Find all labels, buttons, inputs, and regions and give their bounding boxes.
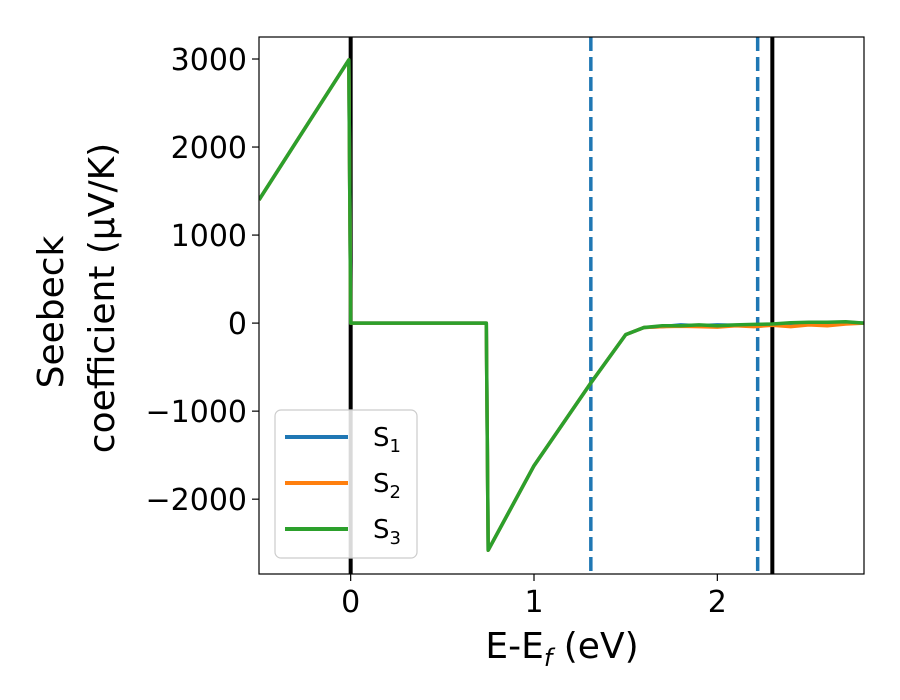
legend-label: S3 (373, 515, 401, 549)
legend-label: S1 (373, 423, 401, 457)
y-tick-label: 0 (228, 307, 247, 342)
legend: S1 S2 S3 (274, 409, 418, 559)
x-tick-label: 2 (708, 585, 727, 620)
y-axis-title-line1: Seebeck (31, 235, 72, 388)
x-axis-ticks: 0 1 2 (341, 574, 727, 620)
y-tick-label: 1000 (171, 219, 247, 254)
y-tick-label: −2000 (146, 483, 247, 518)
series-line-S3 (259, 58, 864, 552)
x-tick-label: 0 (341, 585, 360, 620)
y-tick-label: 3000 (171, 43, 247, 78)
x-tick-label: 1 (524, 585, 543, 620)
y-tick-label: −1000 (146, 395, 247, 430)
plot-frame (258, 36, 865, 575)
x-axis-title: E-Ef (eV) (485, 626, 638, 672)
series-lines (259, 58, 864, 552)
y-tick-label: 2000 (171, 131, 247, 166)
y-axis-title-line2: coefficient (μV/K) (82, 143, 123, 453)
y-axis-ticks: 3000 2000 1000 0 −1000 −2000 (146, 43, 259, 518)
legend-label: S2 (373, 469, 401, 503)
